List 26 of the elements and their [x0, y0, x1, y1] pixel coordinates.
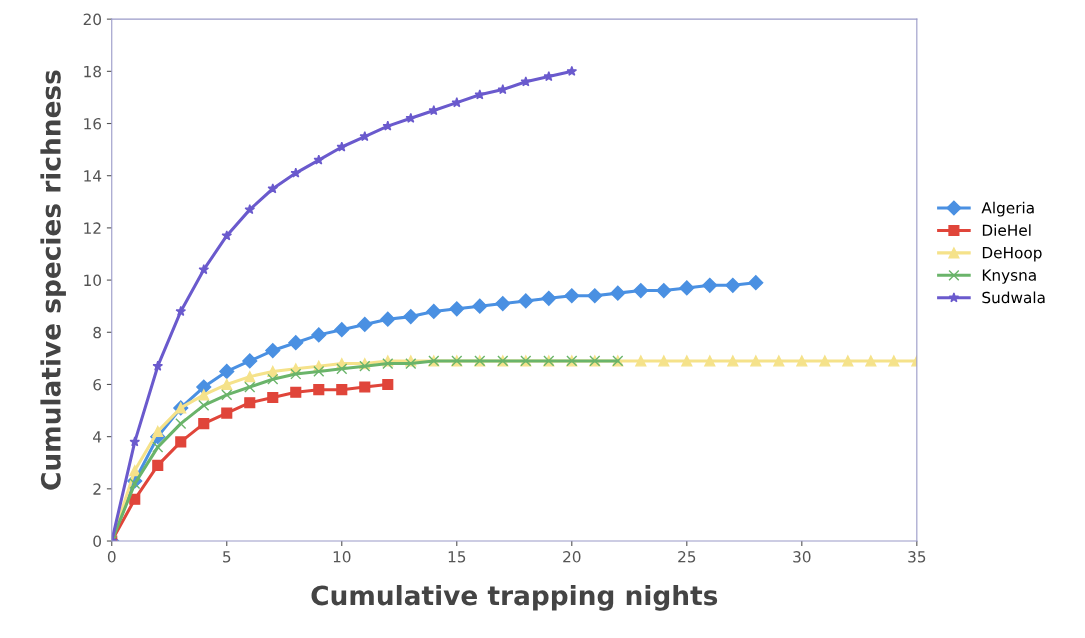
legend-label: DieHel — [982, 224, 1031, 236]
x-tick-label: 15 — [448, 551, 466, 563]
legend-label: Algeria — [981, 201, 1034, 217]
y-axis-title: Cumulative species richness — [40, 70, 66, 490]
y-tick-label: 20 — [83, 13, 102, 26]
y-tick-label: 12 — [84, 222, 101, 234]
x-tick-label: 35 — [908, 551, 926, 563]
y-tick-label: 10 — [84, 274, 102, 287]
x-tick-label: 10 — [333, 551, 351, 563]
legend-label: Knysna — [982, 269, 1036, 284]
x-axis-title: Cumulative trapping nights — [311, 584, 718, 611]
x-tick-label: 20 — [563, 551, 581, 563]
y-tick-label: 18 — [84, 65, 101, 78]
y-tick-label: 16 — [84, 117, 102, 130]
legend-label: Sudwala — [982, 291, 1045, 304]
y-tick-label: 8 — [93, 326, 101, 339]
x-tick-label: 25 — [678, 551, 696, 563]
x-tick-label: 5 — [223, 551, 231, 563]
y-tick-label: 14 — [84, 170, 102, 182]
legend-label: DeHoop — [982, 247, 1042, 262]
x-tick-label: 30 — [793, 551, 811, 563]
y-tick-label: 6 — [93, 378, 102, 391]
x-tick-label: 0 — [107, 551, 116, 563]
y-tick-label: 0 — [93, 535, 102, 548]
y-tick-label: 4 — [93, 431, 102, 443]
y-tick-label: 2 — [93, 483, 101, 495]
